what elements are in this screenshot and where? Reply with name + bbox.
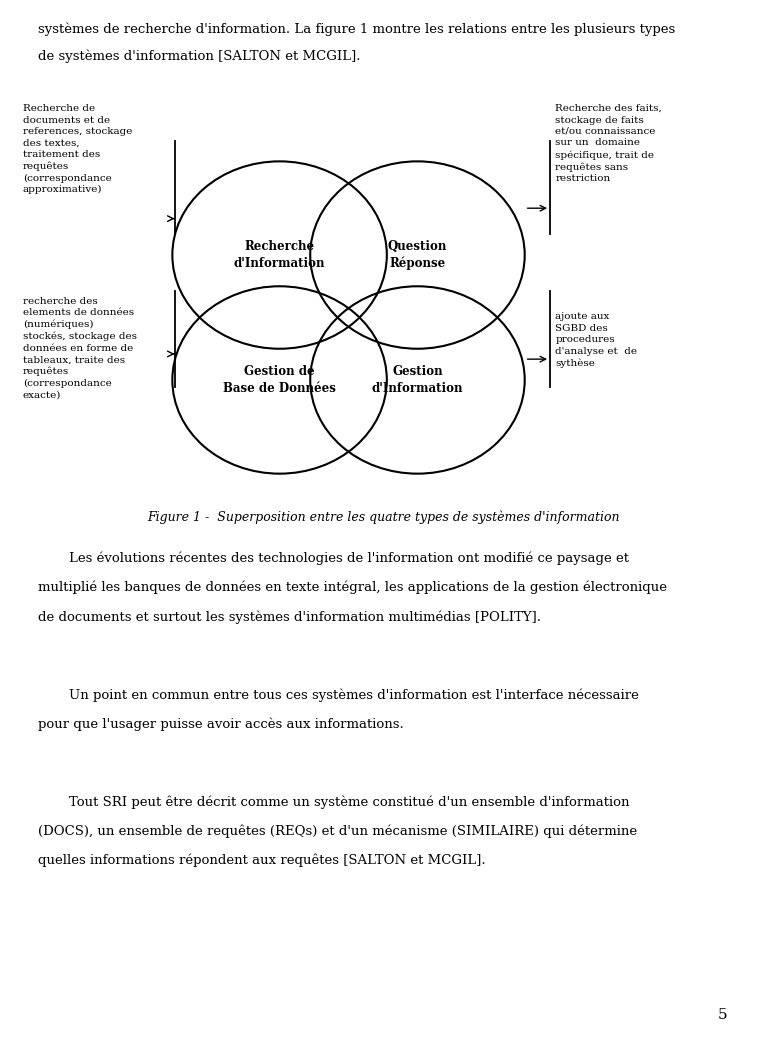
Text: quelles informations répondent aux requêtes [SALTON et MCGIL].: quelles informations répondent aux requê… [38,854,486,867]
Text: recherche des
elements de données
(numériques)
stockés, stockage des
données en : recherche des elements de données (numér… [23,297,137,400]
Text: Question
Réponse: Question Réponse [388,239,447,271]
Text: de systèmes d'information [SALTON et MCGIL].: de systèmes d'information [SALTON et MCG… [38,50,361,64]
Text: Les évolutions récentes des technologies de l'information ont modifié ce paysage: Les évolutions récentes des technologies… [69,552,629,565]
Text: Recherche de
documents et de
references, stockage
des textes,
traitement des
req: Recherche de documents et de references,… [23,104,133,195]
Text: Gestion
d'Information: Gestion d'Information [372,365,463,395]
Text: ajoute aux
SGBD des
procedures
d'analyse et  de
sythèse: ajoute aux SGBD des procedures d'analyse… [555,312,637,367]
Text: multiplié les banques de données en texte intégral, les applications de la gesti: multiplié les banques de données en text… [38,581,667,594]
Text: pour que l'usager puisse avoir accès aux informations.: pour que l'usager puisse avoir accès aux… [38,717,404,731]
Text: 5: 5 [718,1009,728,1022]
Text: Figure 1 -  Superposition entre les quatre types de systèmes d'information: Figure 1 - Superposition entre les quatr… [147,510,619,524]
Text: de documents et surtout les systèmes d'information multimédias [POLITY].: de documents et surtout les systèmes d'i… [38,610,542,624]
Text: Tout SRI peut être décrit comme un système constitué d'un ensemble d'information: Tout SRI peut être décrit comme un systè… [69,795,630,809]
Text: Recherche
d'Information: Recherche d'Information [234,240,326,270]
Text: Gestion de
Base de Données: Gestion de Base de Données [223,365,336,395]
Text: (DOCS), un ensemble de requêtes (REQs) et d'un mécanisme (SIMILAIRE) qui détermi: (DOCS), un ensemble de requêtes (REQs) e… [38,824,637,838]
Text: Un point en commun entre tous ces systèmes d'information est l'interface nécessa: Un point en commun entre tous ces systèm… [69,688,639,702]
Text: Recherche des faits,
stockage de faits
et/ou connaissance
sur un  domaine
spécif: Recherche des faits, stockage de faits e… [555,104,662,183]
Text: systèmes de recherche d'information. La figure 1 montre les relations entre les : systèmes de recherche d'information. La … [38,23,676,36]
